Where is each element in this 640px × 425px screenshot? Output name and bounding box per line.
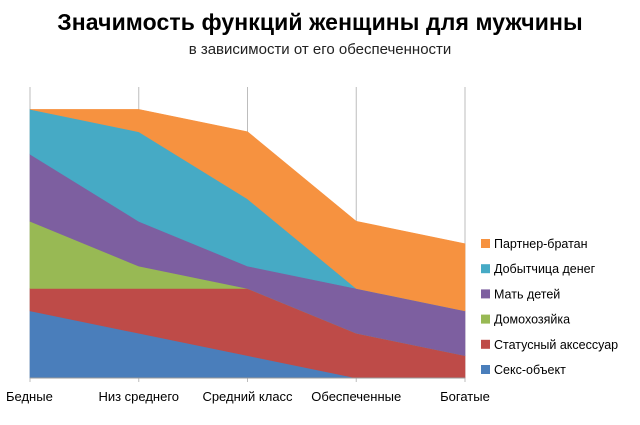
x-tick-label: Средний класс <box>202 389 293 404</box>
x-tick-label: Низ среднего <box>98 389 179 404</box>
legend: Партнер-братан Добытчица денег Мать детей Д… <box>481 237 618 377</box>
legend-item: Статусный аксессуар <box>481 338 618 352</box>
legend-item: Секс-объект <box>481 363 566 377</box>
x-tick-label: Обеспеченные <box>311 389 401 404</box>
legend-swatch <box>481 314 490 324</box>
legend-item: Мать детей <box>481 287 560 301</box>
legend-swatch <box>481 239 490 248</box>
area-партнер-братан <box>29 109 466 312</box>
legend-item: Домохозяйка <box>481 313 570 327</box>
chart-title: Значимость функций женщины для мужчины <box>57 9 583 35</box>
legend-swatch <box>481 289 490 299</box>
legend-swatch <box>481 339 490 349</box>
area-series <box>29 109 466 379</box>
x-tick-label: Бедные <box>6 389 53 404</box>
x-tick-labels: Бедные Низ среднего Средний класс Обеспечен… <box>6 389 490 404</box>
x-tick-label: Богатые <box>440 389 490 404</box>
legend-swatch <box>481 365 490 374</box>
legend-label: Мать детей <box>494 287 560 301</box>
legend-label: Партнер-братан <box>494 237 588 251</box>
legend-item: Добытчица денег <box>481 262 596 276</box>
chart-subtitle: в зависимости от его обеспеченности <box>188 41 452 58</box>
legend-label: Домохозяйка <box>494 313 570 327</box>
legend-item: Партнер-братан <box>481 237 588 251</box>
legend-label: Статусный аксессуар <box>494 338 618 352</box>
legend-swatch <box>481 264 490 274</box>
legend-label: Добытчица денег <box>494 262 596 276</box>
legend-label: Секс-объект <box>494 363 566 377</box>
